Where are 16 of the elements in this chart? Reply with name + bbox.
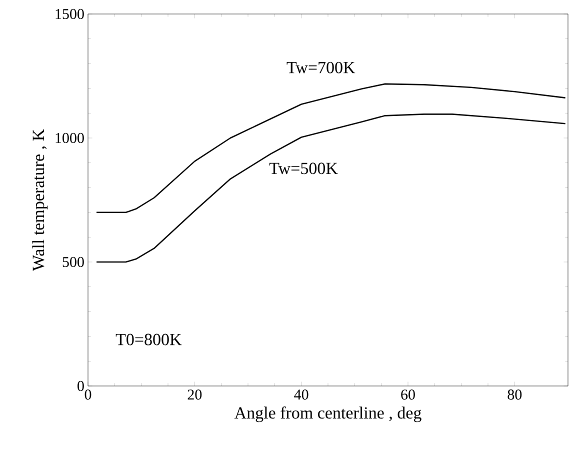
x-axis-title: Angle from centerline , deg [234,406,422,422]
x-tick-label: 0 [84,390,92,400]
x-tick-label: 80 [508,390,522,400]
annotation: T0=800K [116,334,182,346]
y-tick-label: 0 [78,380,84,392]
y-axis-title: Wall temperature , K [32,129,48,272]
x-tick-label: 60 [401,390,415,400]
line-series [96,114,566,263]
series-label: Tw=500K [269,162,338,174]
line-series [96,83,566,214]
y-tick-label: 1000 [56,132,84,144]
y-tick-label: 1500 [56,8,84,20]
x-tick-label: 20 [188,390,202,400]
x-tick-label: 40 [294,390,308,400]
y-tick-label: 500 [62,256,84,268]
series-label: Tw=700K [286,62,356,74]
